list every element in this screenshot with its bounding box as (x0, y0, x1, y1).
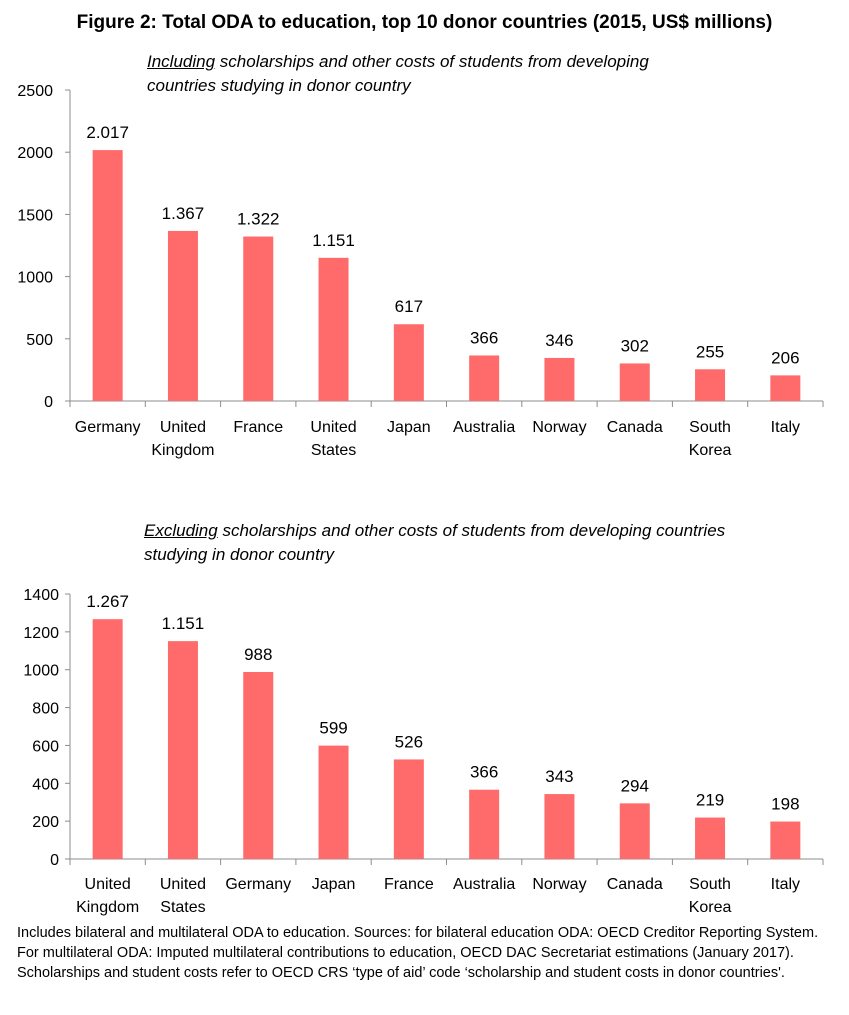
chart-1-data-label: 302 (621, 336, 649, 355)
chart-2-y-tick-label: 1000 (23, 663, 59, 680)
chart-2-bar (243, 671, 274, 859)
chart-1-category-label: States (311, 442, 356, 459)
chart-2-category-label: Italy (771, 876, 800, 893)
chart-1-category-label: Australia (453, 419, 515, 436)
chart-1-bar (469, 355, 500, 401)
chart-1-y-tick-label: 1000 (17, 270, 53, 287)
chart-1-bar (770, 375, 801, 401)
chart-1-y-tick-label: 0 (44, 394, 53, 411)
chart-1-category-label: Japan (387, 419, 431, 436)
chart-1-category-label: Norway (532, 419, 586, 436)
chart-2-y-tick-label: 200 (32, 814, 59, 831)
chart-2-data-label: 198 (771, 795, 799, 814)
chart-2-bar (695, 817, 726, 859)
chart-2-data-label: 366 (470, 763, 498, 782)
chart-2-subtitle: Excluding scholarships and other costs o… (144, 519, 764, 567)
chart-2-bar (544, 794, 575, 859)
chart-1-category-label: Korea (689, 442, 732, 459)
chart-2-subtitle-emphasis: Excluding (144, 521, 218, 540)
chart-1-bar (695, 369, 726, 401)
chart-2-category-label: States (160, 899, 205, 916)
chart-2-category-label: Japan (312, 876, 356, 893)
chart-2-y-tick-label: 400 (32, 776, 59, 793)
chart-1-category-label: Canada (607, 419, 663, 436)
chart-2-y-tick-label: 1400 (23, 587, 59, 604)
chart-1-bar (92, 150, 123, 401)
footnote: Includes bilateral and multilateral ODA … (17, 925, 819, 981)
chart-1-category-label: South (689, 419, 731, 436)
chart-2-data-label: 599 (319, 719, 347, 738)
chart-1-bar (393, 324, 424, 401)
chart-1-bar (318, 257, 349, 401)
chart-1-subtitle-emphasis: Including (147, 52, 216, 71)
chart-2-category-label: Norway (532, 876, 586, 893)
chart-1-category-label: United (310, 419, 356, 436)
chart-2-data-label: 526 (395, 732, 423, 751)
chart-2-data-label: 219 (696, 791, 724, 810)
chart-1-data-label: 206 (771, 348, 799, 367)
chart-1-category-label: Kingdom (151, 442, 214, 459)
chart-2-category-label: Germany (225, 876, 291, 893)
figure-title: Figure 2: Total ODA to education, top 10… (76, 12, 773, 33)
chart-2-data-label: 343 (545, 767, 573, 786)
chart-1-category-label: Germany (75, 419, 141, 436)
chart-1-y-tick-label: 2500 (17, 83, 53, 100)
chart-2-bar (318, 745, 349, 859)
chart-1-data-label: 1.151 (312, 231, 355, 250)
chart-2-bar (167, 641, 198, 859)
chart-2-bar (393, 759, 424, 859)
chart-2-bar (770, 821, 801, 859)
chart-1-data-label: 1.367 (162, 204, 205, 223)
chart-2-y-tick-label: 0 (50, 852, 59, 869)
chart-1-data-label: 366 (470, 328, 498, 347)
chart-1-subtitle: Including scholarships and other costs o… (147, 50, 707, 98)
chart-2-bar (469, 789, 500, 859)
chart-1-data-label: 2.017 (86, 123, 129, 142)
chart-2-data-label: 988 (244, 645, 272, 664)
chart-1-category-label: France (233, 419, 283, 436)
chart-1-subtitle-text: scholarships and other costs of students… (147, 52, 649, 95)
chart-1-data-label: 1.322 (237, 210, 280, 229)
chart-2-y-tick-label: 600 (32, 738, 59, 755)
chart-1-bar (243, 236, 274, 401)
chart-2-category-label: United (85, 876, 131, 893)
chart-2-data-label: 1.151 (162, 614, 205, 633)
chart-2-category-label: United (160, 876, 206, 893)
chart-1-y-tick-label: 1500 (17, 207, 53, 224)
chart-2-category-label: Korea (689, 899, 732, 916)
chart-2-data-label: 294 (621, 776, 649, 795)
chart-1-bar (544, 357, 575, 401)
chart-1-data-label: 346 (545, 331, 573, 350)
chart-2-bar (619, 803, 650, 859)
chart-2-category-label: South (689, 876, 731, 893)
chart-1-data-label: 617 (395, 297, 423, 316)
chart-2-category-label: Kingdom (76, 899, 139, 916)
chart-1-y-tick-label: 2000 (17, 145, 53, 162)
chart-2-category-label: France (384, 876, 434, 893)
chart-1-data-label: 255 (696, 342, 724, 361)
chart-2-category-label: Australia (453, 876, 515, 893)
chart-1-bar (619, 363, 650, 401)
chart-2-y-tick-label: 800 (32, 701, 59, 718)
chart-2-data-label: 1.267 (86, 592, 129, 611)
chart-1-category-label: Italy (771, 419, 800, 436)
chart-1-y-tick-label: 500 (26, 332, 53, 349)
chart-1-category-label: United (160, 419, 206, 436)
chart-2-category-label: Canada (607, 876, 663, 893)
chart-2-subtitle-text: scholarships and other costs of students… (144, 521, 726, 564)
chart-2-bar (92, 619, 123, 859)
chart-2-y-tick-label: 1200 (23, 625, 59, 642)
chart-1-bar (167, 230, 198, 401)
